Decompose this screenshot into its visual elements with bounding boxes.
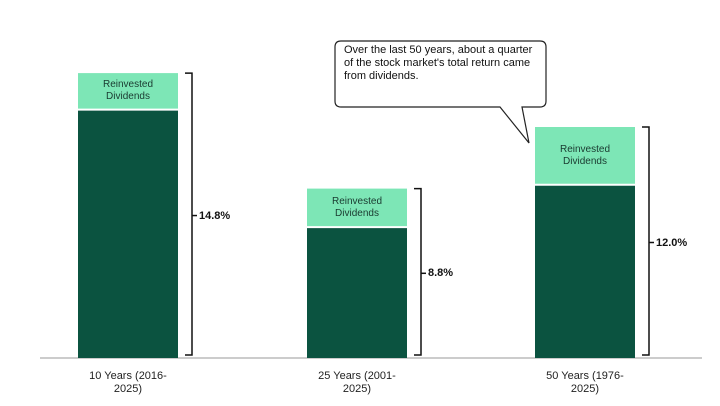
bar-segment [78, 73, 178, 110]
callout-bubble [334, 40, 547, 144]
total-label: 14.8% [199, 209, 231, 222]
x-tick-label: 25 Years (2001-2025) [318, 370, 396, 395]
bar-segment [535, 127, 635, 185]
segment-label: Reinvested Dividends [331, 195, 383, 219]
segment-label: Reinvested Dividends [559, 143, 611, 167]
bar-segment [535, 184, 635, 358]
bar-segment [78, 109, 178, 358]
x-tick-label: 10 Years (2016-2025) [89, 370, 167, 395]
annotation: Over the last 50 years, about a quarter … [344, 44, 533, 82]
x-tick-label: 50 Years (1976-2025) [546, 370, 624, 395]
total-bracket [414, 187, 422, 356]
bar-segment [307, 227, 407, 358]
total-bracket [642, 126, 650, 356]
total-bracket [185, 72, 193, 356]
bar-segment [307, 188, 407, 228]
total-label: 12.0% [656, 236, 688, 249]
total-label: 8.8% [428, 267, 454, 280]
segment-label: Reinvested Dividends [102, 79, 154, 103]
